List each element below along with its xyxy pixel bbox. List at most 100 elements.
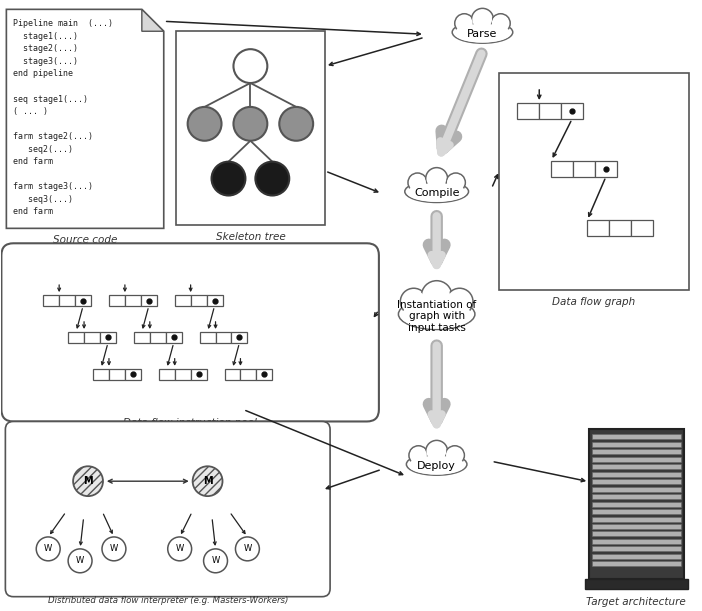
FancyBboxPatch shape [199,332,216,343]
Text: Data flow instruction pool: Data flow instruction pool [124,419,257,428]
FancyBboxPatch shape [631,221,653,236]
Circle shape [73,466,103,496]
Ellipse shape [405,181,468,202]
Polygon shape [6,9,164,229]
Circle shape [491,13,510,33]
Text: seq2(...): seq2(...) [13,145,73,154]
Text: M: M [84,476,93,486]
FancyBboxPatch shape [1,243,379,422]
FancyBboxPatch shape [59,295,75,306]
FancyBboxPatch shape [84,332,100,343]
FancyBboxPatch shape [592,532,681,536]
FancyBboxPatch shape [592,472,681,477]
Circle shape [400,288,427,315]
FancyBboxPatch shape [561,103,583,119]
FancyBboxPatch shape [592,479,681,484]
Ellipse shape [399,299,475,329]
Ellipse shape [401,302,472,329]
FancyBboxPatch shape [175,295,191,306]
FancyBboxPatch shape [125,368,141,379]
Circle shape [279,107,313,141]
Text: Parse: Parse [468,29,498,38]
Circle shape [234,49,267,83]
FancyBboxPatch shape [592,487,681,492]
Text: Data flow graph: Data flow graph [552,297,635,307]
Circle shape [102,537,126,561]
Polygon shape [142,9,164,31]
FancyBboxPatch shape [592,554,681,559]
FancyBboxPatch shape [551,161,573,177]
Circle shape [408,173,427,192]
Circle shape [235,537,259,561]
FancyBboxPatch shape [191,368,206,379]
FancyBboxPatch shape [589,430,684,579]
FancyBboxPatch shape [216,332,232,343]
Text: Instantiation of
graph with
input tasks: Instantiation of graph with input tasks [397,299,476,333]
FancyBboxPatch shape [125,295,141,306]
Text: M: M [203,476,213,486]
FancyBboxPatch shape [587,221,609,236]
Text: stage1(...): stage1(...) [13,32,79,41]
Text: W: W [244,544,251,554]
Text: farm stage2(...): farm stage2(...) [13,132,93,141]
FancyBboxPatch shape [592,434,681,439]
Text: stage2(...): stage2(...) [13,45,79,53]
FancyBboxPatch shape [592,524,681,529]
Text: seq3(...): seq3(...) [13,195,73,204]
Circle shape [446,447,463,464]
FancyBboxPatch shape [232,332,247,343]
FancyBboxPatch shape [141,295,157,306]
Ellipse shape [409,456,465,475]
Circle shape [472,9,494,31]
Circle shape [456,15,472,32]
FancyBboxPatch shape [499,73,689,290]
FancyBboxPatch shape [166,332,182,343]
Circle shape [234,107,267,141]
FancyBboxPatch shape [517,103,539,119]
Circle shape [427,169,446,188]
Ellipse shape [454,24,511,43]
Circle shape [425,167,448,189]
Text: Skeleton tree: Skeleton tree [216,232,285,243]
FancyBboxPatch shape [175,368,191,379]
FancyBboxPatch shape [539,103,561,119]
Text: W: W [44,544,53,554]
FancyBboxPatch shape [225,368,241,379]
Text: Distributed data flow interpreter (e.g. Masters-Workers): Distributed data flow interpreter (e.g. … [48,596,288,605]
Circle shape [492,15,509,32]
Circle shape [37,537,60,561]
Circle shape [187,107,222,141]
Text: W: W [176,544,184,554]
FancyBboxPatch shape [592,546,681,551]
FancyBboxPatch shape [241,368,256,379]
Text: end pipeline: end pipeline [13,70,73,78]
FancyBboxPatch shape [176,31,325,225]
FancyBboxPatch shape [592,516,681,522]
FancyBboxPatch shape [592,464,681,469]
Circle shape [410,447,427,464]
FancyBboxPatch shape [134,332,150,343]
FancyBboxPatch shape [206,295,223,306]
Circle shape [446,288,473,315]
FancyBboxPatch shape [256,368,272,379]
Circle shape [445,446,465,465]
FancyBboxPatch shape [592,442,681,447]
Text: end farm: end farm [13,208,53,216]
Circle shape [256,162,289,196]
Text: stage3(...): stage3(...) [13,57,79,66]
Circle shape [409,446,428,465]
FancyBboxPatch shape [93,368,109,379]
FancyBboxPatch shape [68,332,84,343]
FancyBboxPatch shape [191,295,206,306]
FancyBboxPatch shape [592,457,681,462]
FancyBboxPatch shape [592,562,681,566]
Text: W: W [76,557,84,565]
FancyBboxPatch shape [150,332,166,343]
Circle shape [204,549,227,573]
Circle shape [409,174,426,191]
Circle shape [473,10,492,29]
Text: Deploy: Deploy [417,461,456,470]
FancyBboxPatch shape [159,368,175,379]
Circle shape [425,441,448,463]
Ellipse shape [452,21,512,43]
